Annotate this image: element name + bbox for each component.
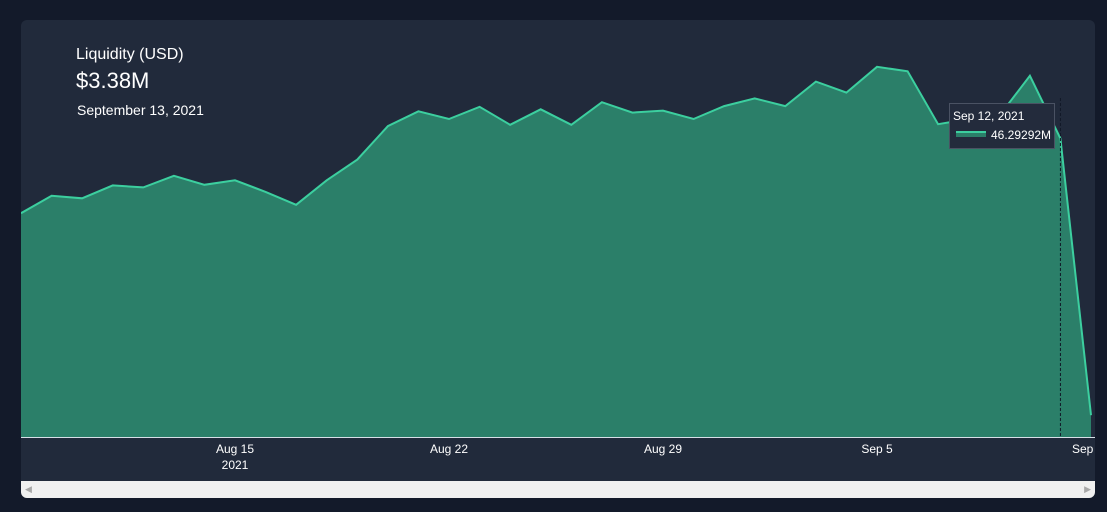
x-tick-label: Sep 12 bbox=[1072, 442, 1095, 456]
liquidity-area-chart[interactable]: Aug 15 2021 Aug 22 Aug 29 Sep 5 Sep 12 bbox=[21, 20, 1095, 481]
area-fill bbox=[21, 66, 1091, 438]
data-point bbox=[569, 123, 573, 127]
data-point bbox=[753, 96, 757, 100]
data-point bbox=[722, 104, 726, 108]
data-point bbox=[844, 91, 848, 95]
tooltip-series-swatch bbox=[956, 131, 986, 137]
data-point bbox=[355, 158, 359, 162]
data-point bbox=[264, 190, 268, 194]
chart-header: Liquidity (USD) $3.38M September 13, 202… bbox=[76, 46, 204, 118]
data-point bbox=[111, 183, 115, 187]
tooltip-value: 46.29292M bbox=[991, 128, 1052, 142]
data-point bbox=[906, 69, 910, 73]
metric-value: $3.38M bbox=[76, 68, 150, 93]
data-point bbox=[783, 104, 787, 108]
data-point bbox=[294, 203, 298, 207]
data-point bbox=[386, 124, 390, 128]
data-point bbox=[508, 123, 512, 127]
data-point bbox=[814, 80, 818, 84]
data-point bbox=[50, 194, 54, 198]
scroll-left-arrow-icon[interactable]: ◀ bbox=[25, 484, 32, 494]
series-line bbox=[21, 65, 1092, 416]
x-tick-sublabel: 2021 bbox=[222, 458, 249, 472]
chart-tooltip: Sep 12, 2021 46.29292M bbox=[949, 103, 1055, 149]
data-point bbox=[630, 111, 634, 115]
data-point bbox=[1028, 74, 1032, 78]
data-point bbox=[325, 178, 329, 182]
data-point bbox=[539, 107, 543, 111]
data-point bbox=[875, 65, 879, 69]
data-point bbox=[936, 122, 940, 126]
data-point bbox=[172, 174, 176, 178]
metric-label: Liquidity (USD) bbox=[76, 46, 184, 63]
data-point bbox=[233, 178, 237, 182]
data-point bbox=[600, 100, 604, 104]
data-point bbox=[447, 117, 451, 121]
x-tick-label: Sep 5 bbox=[861, 442, 893, 456]
data-point bbox=[202, 183, 206, 187]
data-point bbox=[692, 117, 696, 121]
x-tick-label: Aug 22 bbox=[430, 442, 468, 456]
data-point bbox=[141, 185, 145, 189]
data-point bbox=[478, 105, 482, 109]
data-point bbox=[661, 109, 665, 113]
tooltip-date: Sep 12, 2021 bbox=[953, 109, 1025, 123]
scroll-right-arrow-icon[interactable]: ▶ bbox=[1084, 484, 1091, 494]
data-point bbox=[1089, 413, 1093, 417]
metric-date: September 13, 2021 bbox=[77, 102, 204, 118]
x-tick-label: Aug 15 bbox=[216, 442, 254, 456]
horizontal-scrollbar[interactable]: ◀ ▶ bbox=[21, 481, 1095, 498]
chart-panel: Liquidity (USD) $3.38M September 13, 202… bbox=[21, 20, 1095, 498]
x-tick-label: Aug 29 bbox=[644, 442, 682, 456]
data-point bbox=[80, 196, 84, 200]
data-point bbox=[416, 109, 420, 113]
